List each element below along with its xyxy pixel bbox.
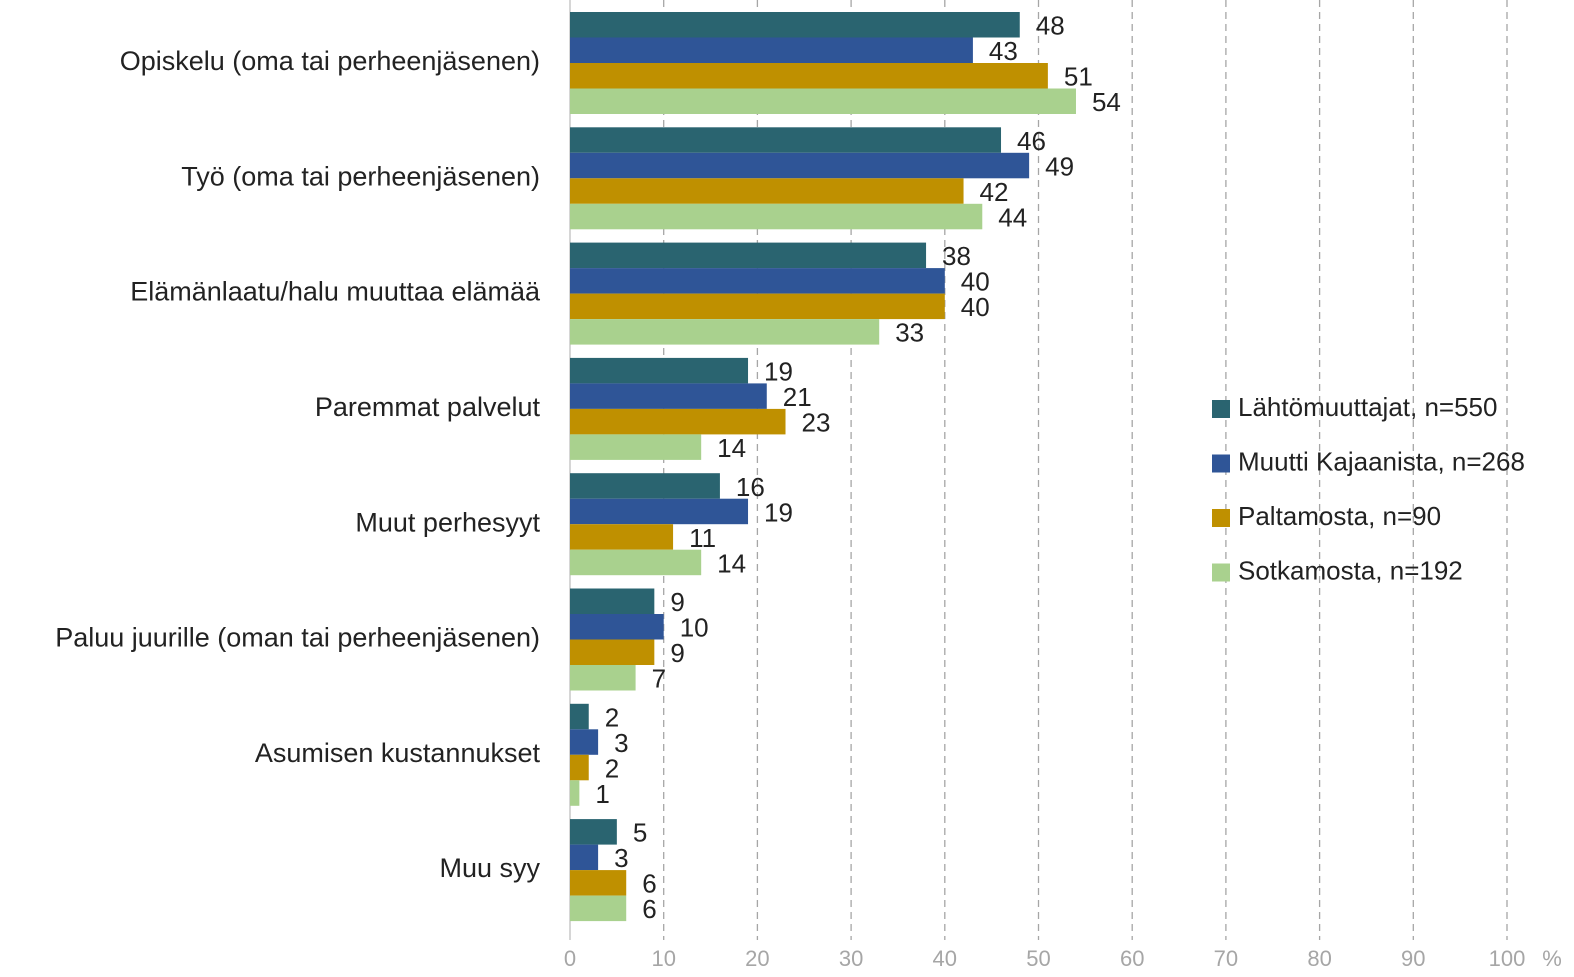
bar [570,242,927,269]
value-label: 48 [1036,11,1065,41]
bar [570,268,945,294]
value-label: 42 [980,177,1009,207]
value-label: 3 [614,843,628,873]
x-tick-label: 20 [745,946,769,971]
bar [570,549,702,576]
bar [570,37,973,63]
bar [570,293,945,320]
bar [570,12,1020,38]
value-label: 11 [689,523,716,553]
legend-swatch [1212,454,1230,473]
bar [570,357,749,384]
legend-swatch [1212,400,1230,418]
x-tick-label: 100 [1489,946,1526,971]
legend-swatch [1212,563,1230,582]
bar [570,383,767,409]
value-label: 2 [605,702,619,732]
bar [570,588,655,614]
x-tick-label: 30 [839,946,863,971]
value-label: 38 [942,241,971,271]
value-label: 46 [1017,126,1046,156]
x-tick-label: 10 [651,946,675,971]
value-label: 9 [670,587,684,617]
value-label: 14 [717,548,746,578]
x-tick-label: 80 [1307,946,1331,971]
value-label: 6 [642,869,656,899]
x-tick-label: 0 [564,946,576,971]
category-label: Työ (oma tai perheenjäsenen) [181,161,540,191]
value-label: 51 [1064,62,1093,92]
bar [570,434,702,460]
value-label: 7 [652,664,666,694]
bar [570,152,1030,179]
bar [570,473,720,499]
value-label: 33 [895,318,924,348]
x-tick-label: 40 [933,946,957,971]
legend-swatch [1212,509,1230,527]
legend-label: Sotkamosta, n=192 [1238,555,1463,585]
value-label: 19 [764,357,793,387]
value-label: 16 [736,472,765,502]
category-label: Elämänlaatu/halu muuttaa elämää [130,277,541,307]
value-label: 3 [614,728,628,758]
bar [570,203,983,230]
value-label: 40 [961,292,990,322]
category-label: Muu syy [439,853,540,883]
bar [570,127,1002,153]
value-label: 5 [633,818,647,848]
bar [570,895,627,922]
x-tick-label: 60 [1120,946,1144,971]
bar [570,498,749,525]
bar [570,178,964,204]
x-tick-label: 50 [1026,946,1050,971]
bar [570,88,1076,114]
value-label: 6 [642,894,656,924]
category-label: Paremmat palvelut [315,392,541,422]
value-label: 49 [1045,151,1074,181]
bar [570,63,1048,89]
value-label: 10 [680,613,709,643]
bar [570,524,674,550]
x-axis-label: % [1542,946,1562,971]
category-label: Asumisen kustannukset [255,738,541,768]
legend-label: Paltamosta, n=90 [1238,501,1441,531]
category-label: Opiskelu (oma tai perheenjäsenen) [120,46,540,76]
value-label: 1 [595,779,609,809]
value-label: 19 [764,497,793,527]
legend-label: Muutti Kajaanista, n=268 [1238,446,1525,476]
legend-label: Lähtömuuttajat, n=550 [1238,392,1497,422]
value-label: 9 [670,638,684,668]
bar [570,408,786,435]
bar [570,780,580,806]
value-label: 44 [998,202,1027,232]
bar [570,703,589,730]
bar [570,754,589,781]
value-label: 23 [802,408,831,438]
bar [570,729,599,755]
value-label: 2 [605,753,619,783]
value-label: 54 [1092,87,1121,117]
bar [570,819,617,845]
value-label: 40 [961,267,990,297]
bar [570,844,599,871]
x-tick-label: 70 [1214,946,1238,971]
x-tick-label: 90 [1401,946,1425,971]
category-label: Paluu juurille (oman tai perheenjäsenen) [55,623,540,653]
value-label: 21 [783,382,812,412]
bar [570,639,655,665]
bar [570,614,664,640]
bar [570,870,627,896]
category-label: Muut perhesyyt [355,507,540,537]
bar [570,665,636,691]
value-label: 14 [717,433,746,463]
value-label: 43 [989,36,1018,66]
bar [570,319,880,345]
